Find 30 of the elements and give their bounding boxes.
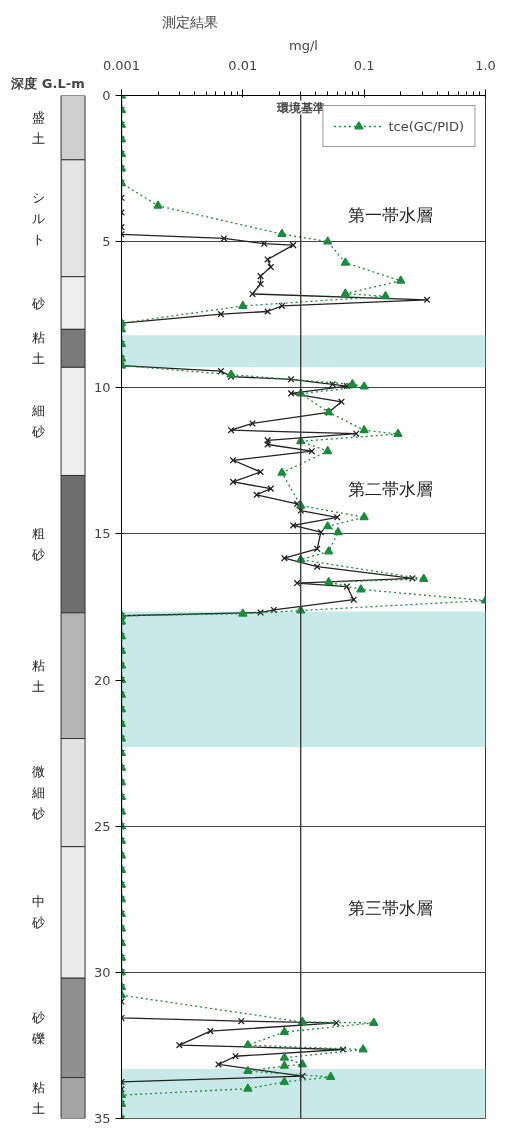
series-label: 盛土 bbox=[31, 109, 45, 146]
series-label: 微細砂 bbox=[30, 764, 45, 822]
x-tick-label: 1.0 bbox=[475, 57, 496, 73]
series-label: 粘土 bbox=[31, 330, 45, 367]
x-axis-title: mg/l bbox=[289, 37, 318, 53]
x-tick-label: 0.01 bbox=[228, 57, 258, 73]
y-axis-title: 深度 G.L-m bbox=[10, 75, 85, 91]
x-tick-label: 0.001 bbox=[102, 57, 141, 73]
annotation: 第二帯水層 bbox=[348, 479, 434, 500]
series-label: 細砂 bbox=[30, 403, 45, 440]
series-label: 粘土 bbox=[31, 1080, 45, 1117]
y-tick-label: 20 bbox=[93, 672, 111, 688]
annotation: 第三帯水層 bbox=[348, 898, 434, 919]
series-label: 砂礫 bbox=[30, 1009, 45, 1046]
chart-title: 測定結果 bbox=[161, 13, 218, 30]
series-label: シルト bbox=[31, 189, 45, 247]
y-tick-label: 25 bbox=[93, 818, 111, 834]
y-tick-label: 5 bbox=[102, 234, 111, 250]
series-label: 砂 bbox=[30, 295, 45, 311]
legend-label: tce(GC/PID) bbox=[388, 118, 464, 134]
series-label: 中砂 bbox=[30, 894, 45, 931]
x-tick-label: 0.1 bbox=[353, 57, 375, 73]
series-label: 粘土 bbox=[31, 657, 45, 694]
y-tick-label: 10 bbox=[93, 380, 111, 396]
y-tick-label: 30 bbox=[93, 964, 111, 980]
series-label: 粗砂 bbox=[30, 526, 45, 563]
y-tick-label: 35 bbox=[93, 1111, 111, 1126]
annotation: 第一帯水層 bbox=[348, 205, 434, 226]
y-tick-label: 0 bbox=[102, 88, 111, 103]
y-tick-label: 15 bbox=[93, 526, 111, 542]
